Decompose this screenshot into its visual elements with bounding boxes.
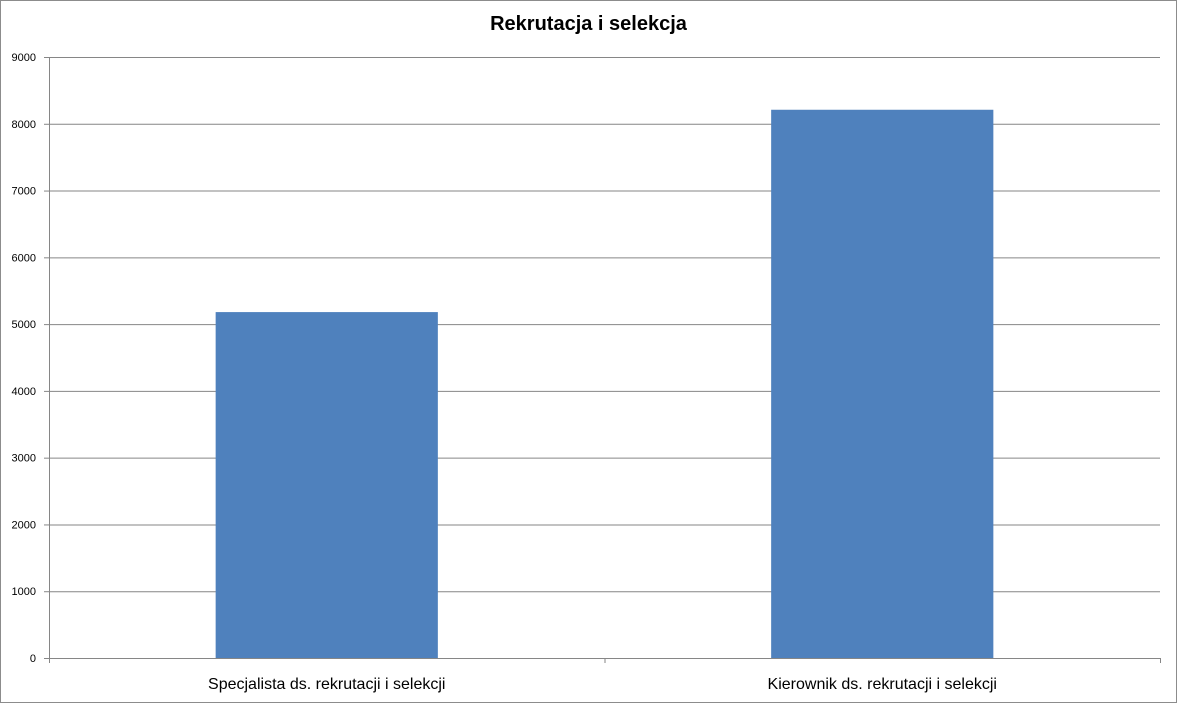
- y-tick-label: 7000: [12, 186, 36, 198]
- x-tick-label: Specjalista ds. rekrutacji i selekcji: [208, 676, 445, 693]
- bar: [215, 312, 438, 658]
- y-tick-label: 5000: [12, 319, 36, 331]
- y-tick-label: 3000: [12, 453, 36, 465]
- y-tick-label: 8000: [12, 119, 36, 131]
- y-tick-label: 9000: [12, 52, 36, 64]
- chart-title: Rekrutacja i selekcja: [490, 13, 687, 35]
- y-tick-label: 6000: [12, 252, 36, 264]
- y-tick-label: 4000: [12, 386, 36, 398]
- bar: [771, 109, 994, 658]
- y-tick-label: 2000: [12, 519, 36, 531]
- x-tick-label: Kierownik ds. rekrutacji i selekcji: [768, 676, 997, 693]
- y-tick-label: 0: [30, 653, 36, 665]
- y-tick-label: 1000: [12, 586, 36, 598]
